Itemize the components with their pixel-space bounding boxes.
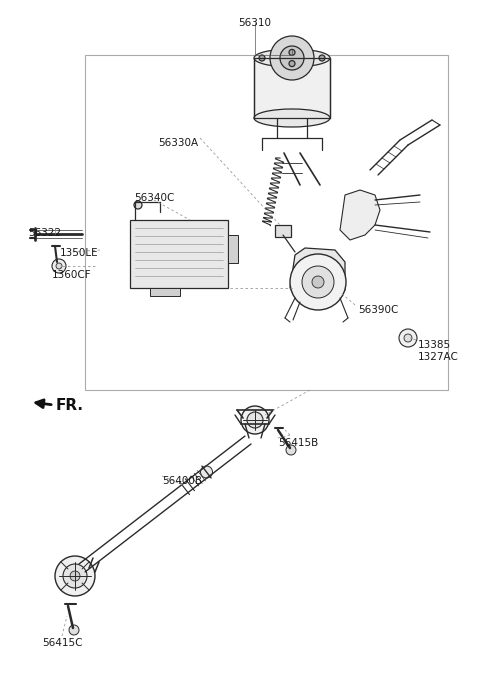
Bar	[85, 55, 448, 390]
Circle shape	[270, 36, 314, 80]
Text: 13385: 13385	[418, 340, 451, 350]
Text: 56415B: 56415B	[278, 438, 318, 448]
Ellipse shape	[254, 109, 330, 127]
Text: FR.: FR.	[56, 397, 84, 412]
Bar	[228, 235, 238, 263]
Circle shape	[404, 334, 412, 342]
Text: 1327AC: 1327AC	[418, 352, 459, 362]
Polygon shape	[290, 248, 345, 302]
Text: 1350LE: 1350LE	[60, 248, 98, 258]
Circle shape	[201, 466, 213, 478]
Circle shape	[241, 406, 269, 434]
Circle shape	[280, 46, 304, 70]
Bar	[254, 58, 330, 118]
Circle shape	[63, 564, 87, 588]
Circle shape	[69, 625, 79, 635]
Polygon shape	[340, 190, 380, 240]
Circle shape	[399, 329, 417, 347]
Bar	[275, 225, 291, 237]
Text: 56322: 56322	[28, 228, 61, 238]
Circle shape	[289, 49, 295, 56]
Circle shape	[55, 556, 95, 596]
Text: 56400B: 56400B	[162, 476, 202, 486]
Circle shape	[70, 571, 80, 581]
Circle shape	[312, 276, 324, 288]
Circle shape	[286, 445, 296, 455]
Text: 56330A: 56330A	[158, 138, 198, 148]
Circle shape	[56, 263, 62, 269]
Text: 56415C: 56415C	[42, 638, 82, 648]
Circle shape	[247, 412, 263, 428]
Circle shape	[302, 266, 334, 298]
Text: 56390C: 56390C	[358, 305, 398, 315]
Circle shape	[259, 55, 265, 61]
Text: 56310: 56310	[239, 18, 272, 28]
Ellipse shape	[254, 49, 330, 67]
Circle shape	[319, 55, 325, 61]
Text: 1360CF: 1360CF	[52, 270, 92, 280]
Text: 56340C: 56340C	[134, 193, 174, 203]
Circle shape	[290, 254, 346, 310]
Circle shape	[52, 259, 66, 273]
Circle shape	[289, 60, 295, 66]
Bar	[130, 220, 228, 288]
Circle shape	[134, 201, 142, 209]
Bar	[150, 288, 180, 296]
